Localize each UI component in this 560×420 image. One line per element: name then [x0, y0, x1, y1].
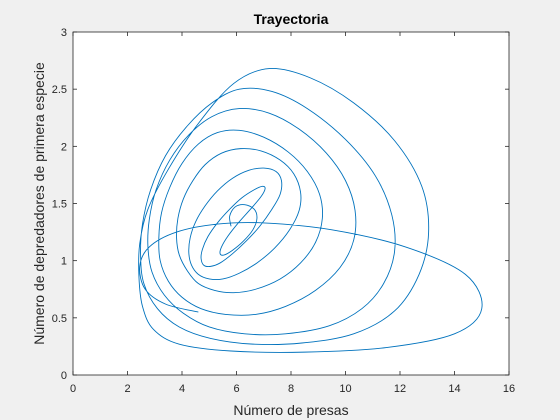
y-tick-label: 2 [61, 141, 67, 153]
x-tick-label: 8 [288, 383, 294, 395]
y-axis-label: Número de depredadores de primera especi… [31, 62, 47, 345]
y-tick-label: 3 [61, 27, 67, 39]
y-axis-ticks: 0 0.5 1 1.5 2 2.5 3 [52, 27, 509, 382]
y-tick-label: 0.5 [52, 313, 67, 325]
x-tick-label: 16 [503, 383, 515, 395]
y-tick-label: 1 [61, 256, 67, 268]
x-tick-label: 12 [394, 383, 406, 395]
x-tick-label: 0 [70, 383, 76, 395]
y-tick-label: 0 [61, 370, 67, 382]
x-tick-label: 4 [179, 383, 185, 395]
y-tick-label: 1.5 [52, 199, 67, 211]
x-axis-label: Número de presas [233, 402, 348, 418]
x-tick-label: 10 [339, 383, 351, 395]
x-tick-label: 14 [448, 383, 460, 395]
x-tick-label: 6 [233, 383, 239, 395]
chart-title: Trayectoria [254, 11, 329, 27]
y-tick-label: 2.5 [52, 84, 67, 96]
plot-area [73, 32, 509, 375]
series-layer [138, 68, 483, 353]
x-tick-label: 2 [124, 383, 130, 395]
trajectory-line-0 [138, 68, 483, 353]
x-axis-ticks: 0 2 4 6 8 10 12 14 16 [70, 32, 515, 395]
